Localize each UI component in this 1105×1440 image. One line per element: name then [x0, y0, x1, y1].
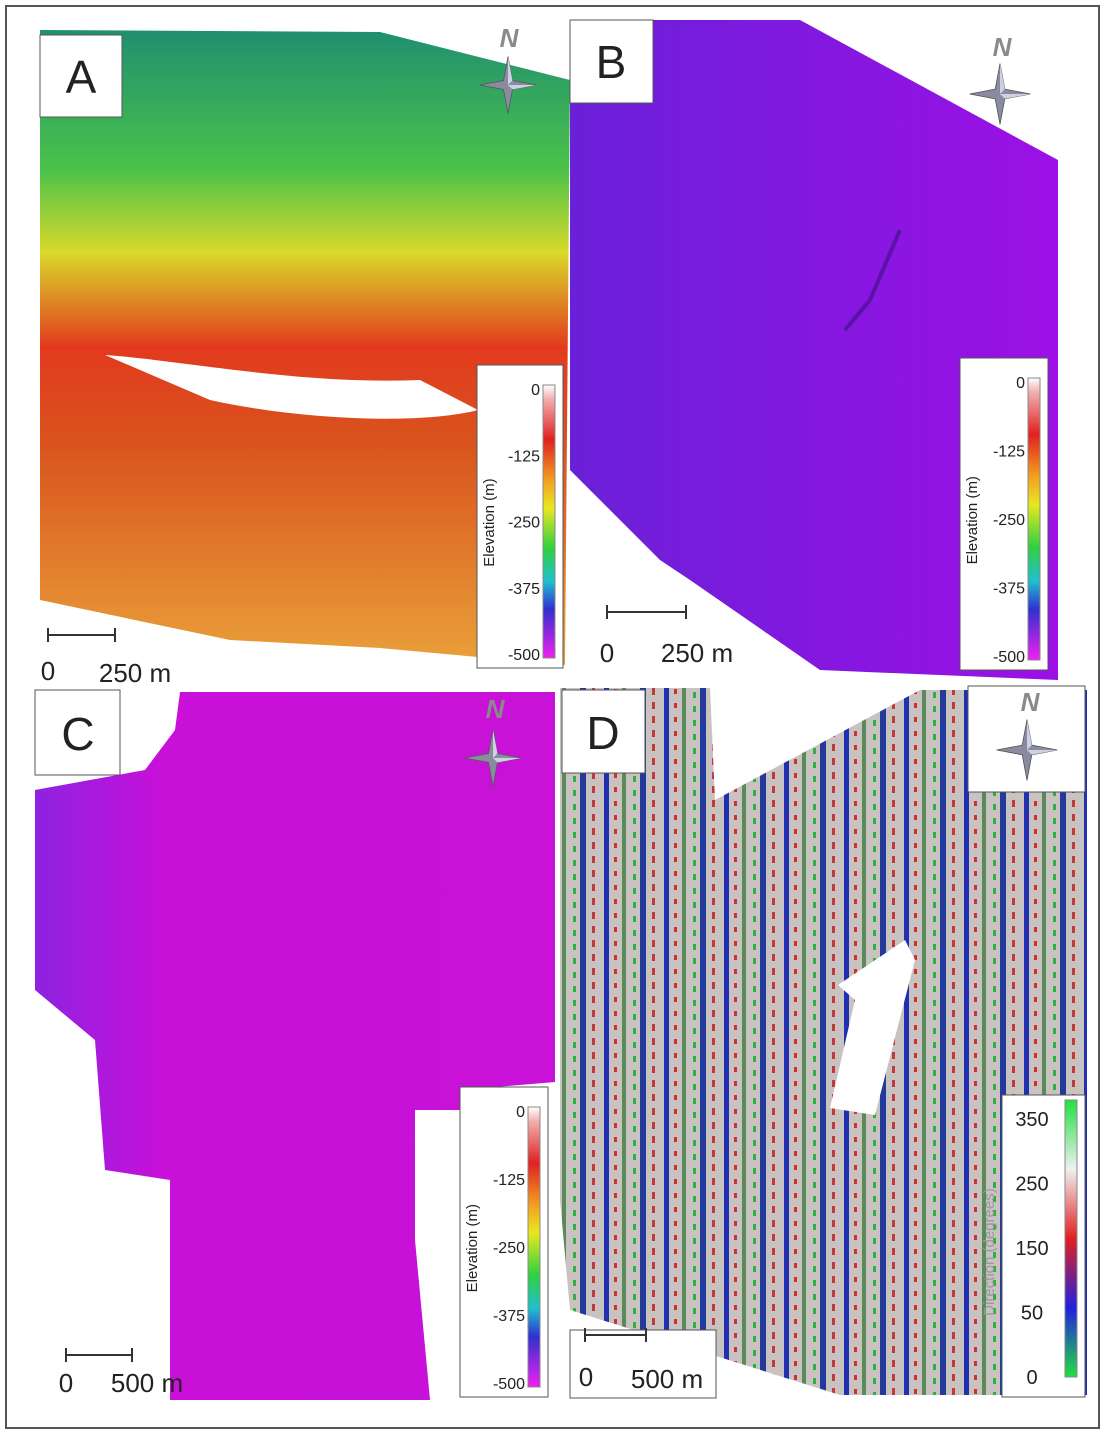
panel-label: C — [61, 708, 94, 760]
color-bar — [1065, 1100, 1077, 1377]
legend-title: Elevation (m) — [964, 476, 981, 564]
panel-b: B N 0 250 m 0 -125 -250 -375 -500 Elevation (… — [570, 20, 1058, 680]
scale-zero: 0 — [600, 638, 614, 668]
legend-tick: -250 — [993, 512, 1025, 529]
panel-label: D — [586, 707, 619, 759]
legend-tick: -125 — [993, 444, 1025, 461]
panel-label: A — [66, 51, 97, 103]
panel-a: A N 0 250 m 0 -125 -250 -375 -500 Elevation (… — [40, 23, 570, 688]
scale-bar — [66, 1348, 132, 1362]
scale-distance: 250 m — [661, 638, 733, 668]
legend-tick: 0 — [531, 382, 540, 399]
scale-bar — [48, 628, 115, 642]
legend-tick: -250 — [493, 1240, 525, 1257]
legend-tick: -500 — [508, 647, 540, 664]
legend-tick: -125 — [508, 448, 540, 465]
scale-bar — [607, 605, 686, 619]
scale-distance: 500 m — [631, 1364, 703, 1394]
legend-tick: -375 — [493, 1308, 525, 1325]
panel-label: B — [596, 36, 627, 88]
legend-tick: 350 — [1015, 1109, 1048, 1131]
north-label: N — [993, 32, 1013, 62]
color-bar — [528, 1107, 540, 1387]
legend-tick: -250 — [508, 515, 540, 532]
legend-title: Elevation (m) — [464, 1204, 481, 1292]
legend-tick: 50 — [1021, 1303, 1043, 1325]
panel-c: C N 0 500 m 0 -125 -250 -375 -500 Elevation (… — [35, 690, 555, 1400]
legend-title: Elevation (m) — [481, 478, 498, 566]
legend-tick: -500 — [993, 649, 1025, 666]
legend-tick: 0 — [1016, 375, 1025, 392]
legend-tick: 0 — [1026, 1367, 1037, 1389]
legend-tick: 0 — [516, 1104, 525, 1121]
legend-tick: -375 — [508, 581, 540, 598]
north-label: N — [486, 694, 506, 724]
legend: 0 -125 -250 -375 -500 Elevation (m) — [960, 358, 1048, 670]
scale-zero: 0 — [59, 1368, 73, 1398]
legend-tick: -375 — [993, 581, 1025, 598]
legend-tick: -500 — [493, 1376, 525, 1393]
legend-tick: -125 — [493, 1172, 525, 1189]
figure: A N 0 250 m 0 -125 -250 -375 -500 Elevation (… — [0, 0, 1105, 1435]
legend-title: Direction (degrees) — [981, 1188, 998, 1316]
panel-d: D N 0 500 m 350 250 150 50 0 Direction (degre… — [560, 686, 1087, 1398]
scale-distance: 250 m — [99, 658, 171, 688]
legend: 0 -125 -250 -375 -500 Elevation (m) — [460, 1087, 548, 1397]
north-label: N — [1021, 687, 1041, 717]
scale-distance: 500 m — [111, 1368, 183, 1398]
color-bar — [543, 385, 555, 658]
north-label: N — [500, 23, 520, 53]
legend: 0 -125 -250 -375 -500 Elevation (m) — [477, 365, 563, 668]
legend-tick: 250 — [1015, 1174, 1048, 1196]
scale-zero: 0 — [41, 656, 55, 686]
scale-zero: 0 — [579, 1362, 593, 1392]
color-bar — [1028, 378, 1040, 660]
legend-tick: 150 — [1015, 1238, 1048, 1260]
